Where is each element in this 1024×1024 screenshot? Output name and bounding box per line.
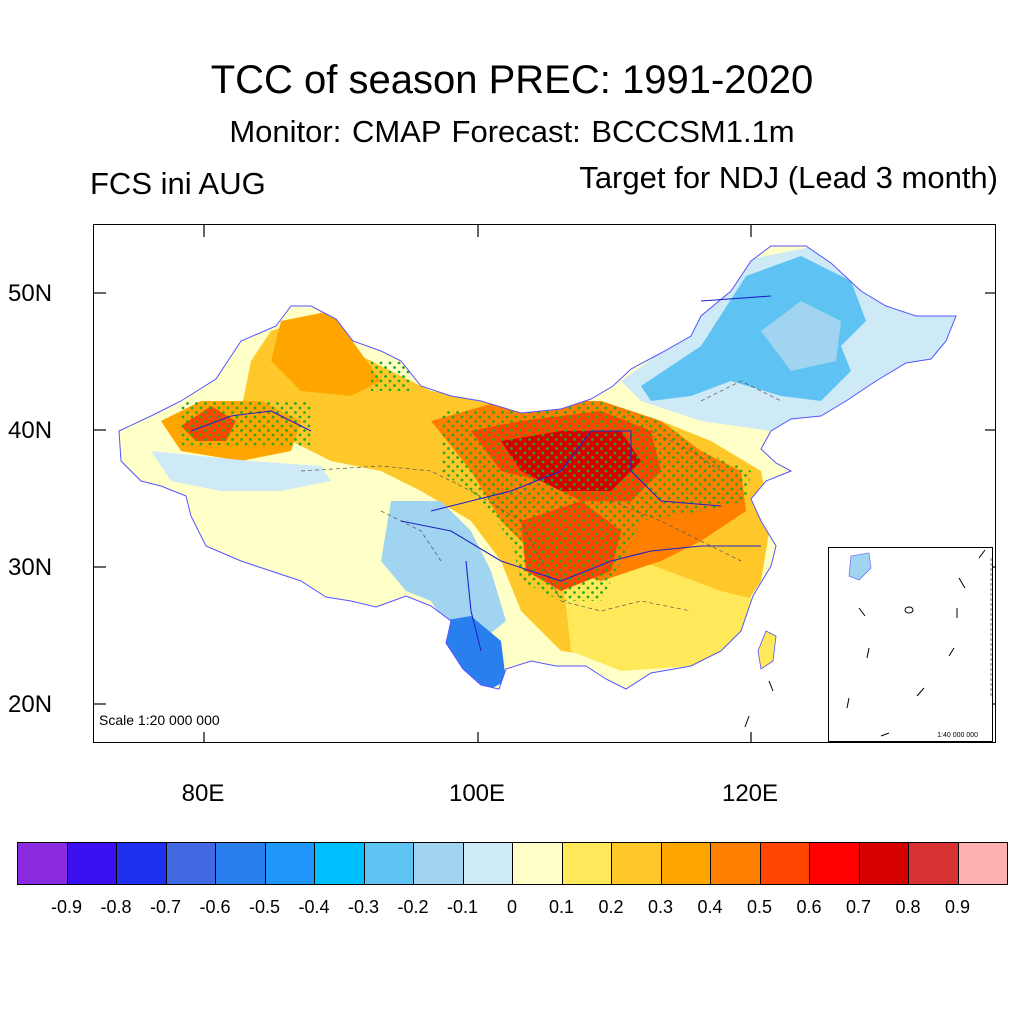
lat-label-40n: 40N — [8, 417, 53, 444]
colorbar-label: -0.9 — [50, 897, 83, 917]
lat-label-50n: 50N — [8, 280, 53, 307]
colorbar-label: 0.6 — [796, 897, 822, 917]
stipple-central — [441, 401, 751, 601]
stipple-tarim — [181, 401, 311, 446]
stipple-dzungaria — [371, 361, 411, 391]
colorbar-label: 0.4 — [697, 897, 723, 917]
lat-label-20n: 20N — [8, 691, 53, 718]
taiwan-island — [757, 630, 777, 670]
colorbar-label: 0.8 — [895, 897, 921, 917]
region-northeast-mid — [761, 301, 841, 371]
colorbar-label: 0.7 — [845, 897, 872, 917]
colorbar-box — [512, 842, 563, 885]
map-subtitle: Monitor: CMAP Forecast: BCCCSM1.1m — [229, 114, 795, 149]
region-southwest-yunnan — [441, 616, 506, 689]
colorbar-box — [561, 842, 612, 885]
colorbar-box — [908, 842, 959, 885]
inset-map — [846, 549, 992, 737]
map-title: TCC of season PREC: 1991-2020 — [210, 58, 814, 102]
region-tibet-central — [151, 451, 331, 491]
region-south-light — [561, 561, 761, 671]
colorbar-label: 0 — [506, 897, 517, 917]
colorbar — [17, 842, 1008, 885]
map-scale-note: Scale 1:20 000 000 — [99, 712, 220, 728]
colorbar-box — [264, 842, 315, 885]
china-map — [94, 225, 995, 742]
lat-label-30n: 30N — [8, 554, 53, 581]
region-dzungaria — [271, 311, 381, 396]
inset-scale-note: 1:40 000 000 — [937, 732, 978, 739]
colorbar-box — [710, 842, 761, 885]
colorbar-box — [363, 842, 414, 885]
colorbar-label: 0.9 — [944, 897, 971, 917]
colorbar-box — [66, 842, 117, 885]
colorbar-box — [413, 842, 464, 885]
colorbar-box — [215, 842, 266, 885]
region-hainan — [591, 696, 629, 726]
colorbar-box — [660, 842, 711, 885]
colorbar-box — [957, 842, 1008, 885]
colorbar-label: 0.5 — [746, 897, 773, 917]
rivers — [190, 295, 772, 652]
colorbar-box — [462, 842, 513, 885]
map-frame — [93, 224, 996, 743]
colorbar-label: -0.7 — [149, 897, 182, 917]
colorbar-box — [809, 842, 860, 885]
lon-label-100e: 100E — [448, 780, 506, 807]
colorbar-label: -0.3 — [347, 897, 380, 917]
colorbar-label: -0.6 — [199, 897, 231, 917]
lon-label-80e: 80E — [181, 780, 225, 807]
south-sea-dashes — [744, 680, 774, 728]
colorbar-label: 0.2 — [598, 897, 624, 917]
colorbar-label: -0.2 — [397, 897, 429, 917]
colorbar-box — [17, 842, 68, 885]
colorbar-label: 0.1 — [548, 897, 575, 917]
lon-label-120e: 120E — [721, 780, 779, 807]
region-tibet-east — [381, 501, 506, 641]
init-month-label: FCS ini AUG — [90, 166, 266, 201]
colorbar-label: -0.1 — [446, 897, 479, 917]
province-borders — [300, 380, 782, 612]
colorbar-box — [759, 842, 810, 885]
colorbar-box — [314, 842, 365, 885]
colorbar-box — [116, 842, 167, 885]
colorbar-box — [858, 842, 909, 885]
colorbar-label: -0.5 — [248, 897, 281, 917]
target-season-label: Target for NDJ (Lead 3 month) — [579, 160, 998, 195]
colorbar-box — [165, 842, 216, 885]
region-tibet-west — [181, 471, 401, 581]
south-china-sea-inset: 1:40 000 000 — [828, 547, 993, 742]
colorbar-box — [611, 842, 662, 885]
colorbar-label: -0.8 — [100, 897, 132, 917]
colorbar-label: 0.3 — [647, 897, 674, 917]
colorbar-label: -0.4 — [298, 897, 330, 917]
